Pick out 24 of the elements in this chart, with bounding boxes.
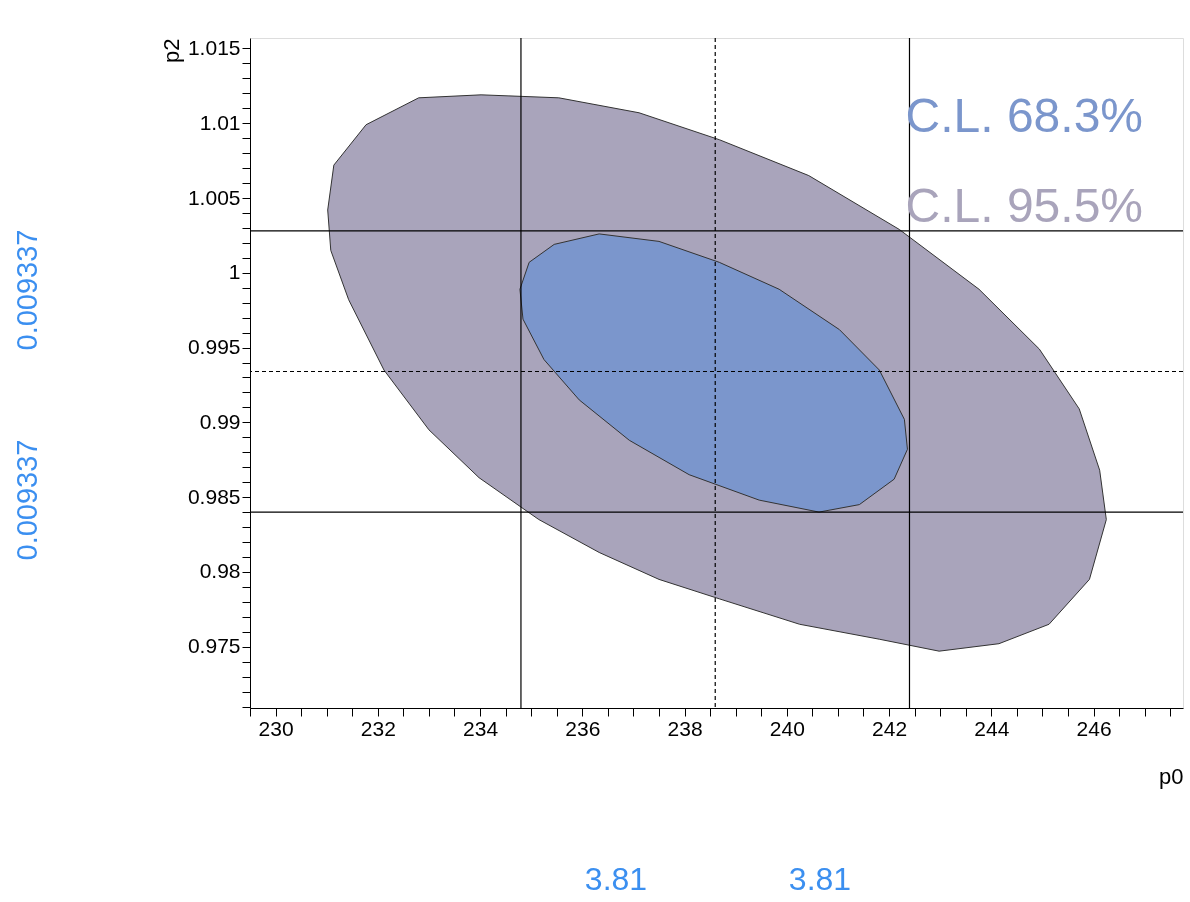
x-tick-label: 232 <box>360 716 396 740</box>
text: 0.009337 <box>11 439 43 561</box>
y-tick-label: 0.985 <box>187 484 241 508</box>
y-axis-title: p2 <box>158 38 184 63</box>
y-tick-label: 1.01 <box>199 110 241 134</box>
x-tick-label: 234 <box>463 716 499 740</box>
text: 3.81 <box>584 861 648 897</box>
x-tick-label: 230 <box>258 716 294 740</box>
x-tick-label: 244 <box>974 716 1010 740</box>
text: 0.009337 <box>11 229 43 351</box>
text: 3.81 <box>788 861 852 897</box>
y-tick-label: 0.995 <box>187 335 241 359</box>
y-tick-label: 1.005 <box>187 185 241 209</box>
y-tick-label: 0.98 <box>199 559 241 583</box>
y-tick-label: 0.975 <box>187 634 241 658</box>
y-tick-label: 1 <box>228 260 241 284</box>
x-tick-label: 246 <box>1076 716 1112 740</box>
x-tick-label: 242 <box>872 716 908 740</box>
x-axis-title: p0 <box>1159 763 1184 789</box>
y-tick-label: 1.015 <box>187 35 241 59</box>
y-tick-label: 0.99 <box>199 409 241 433</box>
x-tick-label: 240 <box>769 716 805 740</box>
x-tick-label: 238 <box>667 716 703 740</box>
x-tick-label: 236 <box>565 716 601 740</box>
